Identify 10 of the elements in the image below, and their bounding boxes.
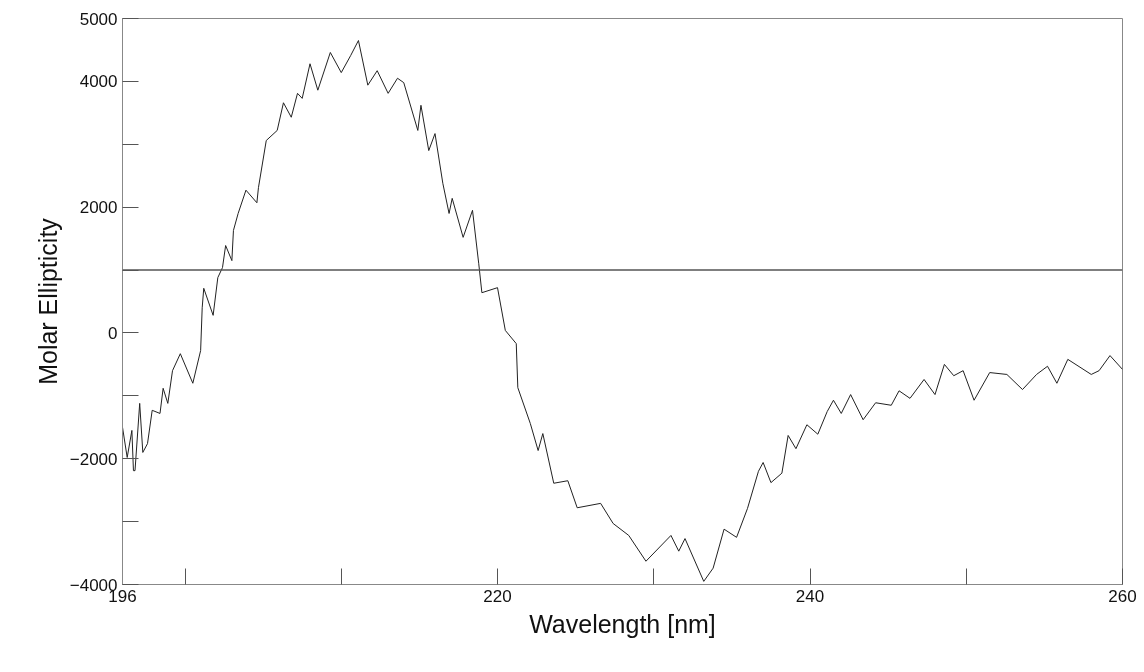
y-tick-label: 5000: [79, 9, 118, 29]
y-axis-title: Molar Ellipticity: [33, 217, 62, 385]
y-tick-label: 2000: [79, 198, 118, 218]
x-tick-label: 220: [483, 586, 512, 606]
y-tick-label: 4000: [79, 72, 118, 92]
y-tick-label: −2000: [69, 449, 118, 469]
y-tick-label: 0: [108, 323, 118, 343]
x-tick-label: 240: [795, 586, 825, 606]
x-axis-title: Wavelength [nm]: [529, 609, 716, 638]
x-tick-label: 260: [1108, 586, 1137, 606]
